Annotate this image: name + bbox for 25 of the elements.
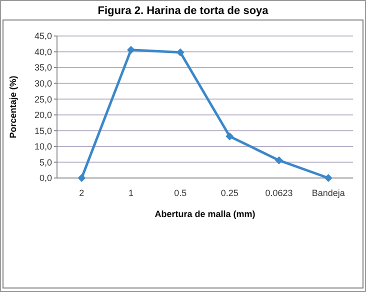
- y-tick-label: 30,0: [34, 78, 52, 88]
- chart-title: Figura 2. Harina de torta de soya: [98, 5, 270, 17]
- x-tick-label: 2: [79, 188, 84, 198]
- point: [78, 174, 86, 182]
- point: [275, 156, 283, 164]
- y-tick-label: 35,0: [34, 62, 52, 73]
- x-tick-label: Bandeja: [312, 188, 345, 198]
- x-tick-label: 0.0623: [265, 188, 293, 198]
- point: [127, 46, 135, 54]
- y-tick-label: 5,0: [39, 157, 52, 168]
- x-tick-label: 0.25: [220, 188, 238, 198]
- y-tick-label: 40,0: [34, 46, 52, 57]
- y-tick-label: 20,0: [34, 110, 52, 120]
- y-tick-label: 45,0: [34, 31, 52, 42]
- y-tick-label: 15,0: [34, 126, 52, 136]
- point: [176, 48, 184, 56]
- point: [324, 174, 332, 182]
- x-tick-label: 1: [128, 188, 134, 198]
- point: [226, 132, 234, 140]
- y-tick-label: 10,0: [34, 142, 52, 152]
- x-axis-title: Abertura de malla (mm): [154, 209, 256, 219]
- y-tick-label: 25,0: [34, 94, 52, 104]
- y-tick-label: 0,0: [39, 173, 52, 184]
- x-tick-label: 0.5: [174, 188, 187, 198]
- y-axis-title: Porcentaje (%): [8, 76, 18, 138]
